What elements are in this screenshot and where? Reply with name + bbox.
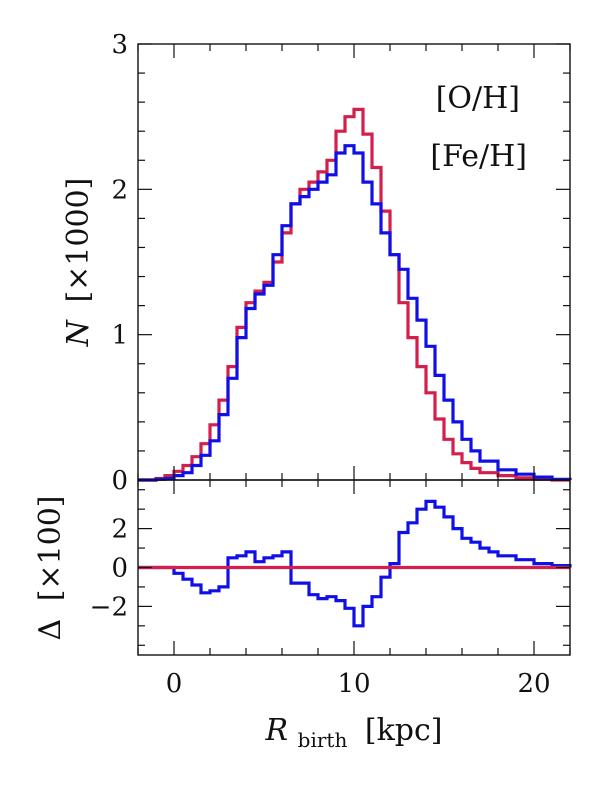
xtick-label: 20 — [517, 669, 550, 699]
legend-entry-feh: [Fe/H] — [430, 139, 527, 174]
top-ytick-labels: 0 1 2 3 — [111, 30, 128, 496]
xlabel: R birth [kpc] — [265, 713, 443, 755]
legend-entry-oh: [O/H] — [436, 81, 520, 116]
xtick-label: 10 — [337, 669, 370, 699]
bottom-ytick-label: −2 — [90, 592, 128, 622]
bottom-panel: −2 0 2 0 10 20 Δ [×100] R birth [kpc] — [33, 479, 572, 755]
top-ylabel-symbol: N — [61, 318, 96, 347]
top-series-oh — [138, 107, 570, 482]
xlabel-unit: [kpc] — [365, 713, 443, 748]
xtick-labels: 0 10 20 — [166, 669, 551, 699]
bottom-series-group — [138, 499, 572, 628]
top-ytick-label: 2 — [111, 175, 128, 205]
legend: [O/H] [Fe/H] — [430, 81, 527, 174]
top-ytick-label: 1 — [111, 321, 128, 351]
bottom-ylabel-symbol: Δ — [33, 619, 68, 641]
top-ylabel-unit: [×1000] — [61, 178, 96, 303]
bottom-ytick-label: 2 — [111, 515, 128, 545]
top-series-feh — [138, 144, 572, 482]
top-ytick-label: 3 — [111, 30, 128, 60]
xtick-label: 0 — [166, 669, 183, 699]
xlabel-subscript: birth — [298, 728, 348, 752]
bottom-series-s0 — [138, 499, 572, 628]
xlabel-symbol: R — [265, 713, 289, 748]
bottom-ticks-group — [137, 480, 571, 655]
top-ticks-group — [137, 43, 571, 481]
bottom-ytick-label: 0 — [111, 554, 128, 584]
top-series-group — [138, 107, 572, 482]
bottom-ylabel: Δ [×100] — [33, 495, 68, 640]
bottom-ylabel-unit: [×100] — [33, 495, 68, 601]
top-ylabel: N [×1000] — [61, 178, 96, 348]
bottom-ytick-labels: −2 0 2 — [90, 515, 128, 623]
top-panel: 0 1 2 3 [O/H] [Fe/H] N [×1000] — [61, 30, 572, 496]
top-ytick-label: 0 — [111, 466, 128, 496]
